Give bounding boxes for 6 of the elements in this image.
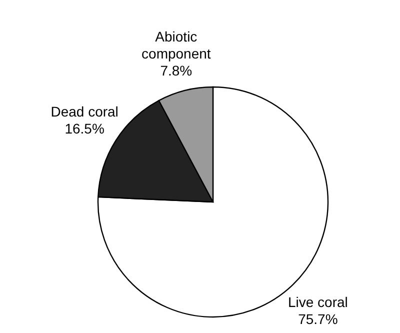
data-label: 16.5% (64, 120, 104, 136)
data-label: 75.7% (298, 310, 338, 327)
slice-label: Dead coral (50, 103, 118, 120)
slice-label: Abiotic component (142, 28, 211, 62)
slice-label: Live coral (288, 294, 348, 310)
data-label: 7.8% (160, 62, 192, 78)
